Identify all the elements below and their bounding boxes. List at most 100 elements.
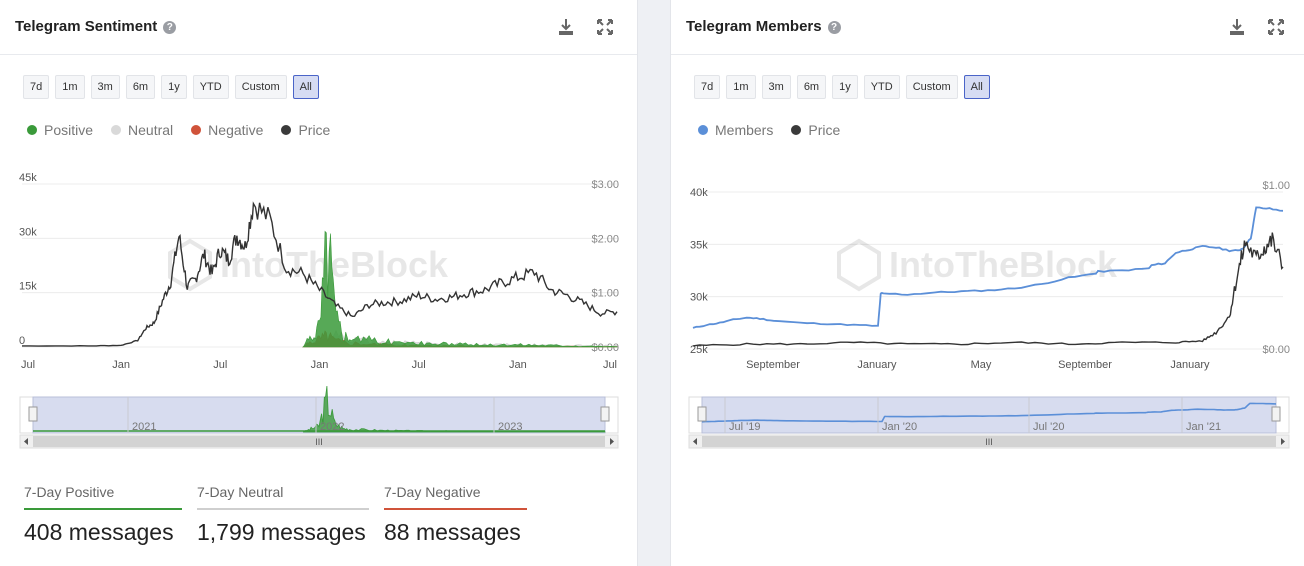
legend-item-members[interactable]: Members [698, 122, 773, 138]
x-tick-label: Jan [509, 359, 527, 371]
y-left-tick-label: 30k [19, 226, 37, 238]
telegram-members-panel: Telegram Members? 7d 1m 3m 6m 1y YTD Custom All… [670, 0, 1304, 566]
y-right-tick-label: $1.00 [591, 288, 619, 300]
legend-dot [111, 125, 122, 135]
help-icon[interactable]: ? [827, 21, 841, 34]
watermark-text: IntoTheBlock [220, 244, 449, 285]
range-button-3m[interactable]: 3m [90, 75, 120, 99]
stat-value: 88 messages [384, 519, 521, 545]
download-icon[interactable] [1227, 17, 1247, 37]
stat-value: 408 messages [24, 519, 174, 545]
watermark: IntoTheBlock [168, 238, 449, 292]
y-right-tick-label: $3.00 [591, 179, 619, 191]
range-button-1y[interactable]: 1y [832, 75, 858, 99]
download-icon[interactable] [556, 17, 576, 37]
y-left-tick-label: 25k [690, 344, 708, 356]
range-button-all[interactable]: All [963, 75, 990, 99]
legend-item-price[interactable]: Price [281, 122, 330, 138]
range-button-ytd[interactable]: YTD [192, 75, 229, 99]
x-tick-label: Jul [213, 359, 227, 371]
navigator-label: 2021 [132, 421, 156, 433]
range-button-7d[interactable]: 7d [694, 75, 721, 99]
range-button-6m[interactable]: 6m [796, 75, 827, 99]
legend-dot [27, 125, 37, 135]
legend-item-price[interactable]: Price [791, 122, 840, 138]
panel-title: Telegram Sentiment? [15, 18, 177, 35]
scroll-right-icon[interactable] [1281, 438, 1285, 445]
legend-label: Neutral [128, 122, 174, 138]
panel-title-text: Telegram Sentiment [15, 18, 158, 35]
range-button-all[interactable]: All [292, 75, 319, 99]
x-tick-label: Jul [603, 359, 617, 371]
scrollbar-grip-icon[interactable]: III [985, 437, 993, 447]
scroll-right-icon[interactable] [610, 438, 614, 445]
stat-label: 7-Day Negative [384, 484, 481, 500]
range-button-1m[interactable]: 1m [726, 75, 756, 99]
legend-item-negative[interactable]: Negative [191, 122, 263, 138]
navigator-label: Jul '19 [729, 421, 760, 433]
watermark: IntoTheBlock [837, 238, 1118, 292]
stat-underline [24, 508, 182, 510]
help-icon[interactable]: ? [163, 21, 177, 34]
y-right-tick-label: $1.00 [1262, 180, 1290, 192]
scroll-left-icon[interactable] [693, 438, 697, 445]
time-range-buttons: 7d 1m 3m 6m 1y YTD Custom All [23, 75, 319, 99]
navigator-series [701, 402, 1277, 423]
range-button-custom[interactable]: Custom [905, 75, 958, 99]
x-tick-label: January [857, 359, 897, 371]
series-price-line [22, 201, 618, 347]
legend-item-neutral[interactable]: Neutral [111, 122, 173, 138]
expand-icon[interactable] [595, 17, 615, 37]
legend-dot [281, 125, 292, 135]
scrollbar-thumb[interactable] [33, 436, 605, 447]
chart-legend: Positive Neutral Negative Price [27, 122, 330, 138]
navigator-handle[interactable] [600, 406, 610, 422]
range-button-1m[interactable]: 1m [55, 75, 85, 99]
legend-dot [791, 125, 802, 135]
y-right-tick-label: $2.00 [591, 233, 619, 245]
legend-dot [698, 125, 708, 135]
range-button-ytd[interactable]: YTD [863, 75, 900, 99]
scrollbar-grip-icon[interactable]: III [315, 437, 323, 447]
stat-value: 1,799 messages [197, 519, 366, 545]
legend-label: Price [298, 122, 331, 138]
panel-header: Telegram Members? [671, 0, 1304, 55]
time-range-buttons: 7d 1m 3m 6m 1y YTD Custom All [694, 75, 990, 99]
range-button-1y[interactable]: 1y [161, 75, 187, 99]
range-button-7d[interactable]: 7d [23, 75, 50, 99]
navigator-label: Jan '21 [1186, 421, 1221, 433]
x-tick-label: September [1058, 359, 1112, 371]
range-button-3m[interactable]: 3m [761, 75, 791, 99]
range-button-6m[interactable]: 6m [125, 75, 156, 99]
expand-icon[interactable] [1266, 17, 1286, 37]
x-tick-label: Jul [21, 359, 35, 371]
navigator-label: Jul '20 [1033, 421, 1064, 433]
stat-7-day-positive: 7-Day Positive 408 messages [24, 484, 182, 546]
scrollbar-thumb[interactable] [702, 436, 1276, 447]
x-tick-label: January [1170, 359, 1210, 371]
navigator-label: Jan '20 [882, 421, 917, 433]
scroll-left-icon[interactable] [24, 438, 28, 445]
legend-label: Positive [44, 122, 94, 138]
members-chart: 25k 30k 35k 40k $0.00 $1.00 IntoTheBlock Septem… [688, 180, 1290, 449]
x-tick-label: Jan [311, 359, 329, 371]
series-positive-area [302, 230, 618, 348]
y-left-tick-label: 0 [19, 335, 25, 347]
panel-title: Telegram Members? [686, 18, 841, 35]
navigator-handle[interactable] [697, 406, 707, 422]
navigator-handle[interactable] [1271, 406, 1281, 422]
panel-title-text: Telegram Members [686, 18, 822, 35]
x-tick-label: Jan [112, 359, 130, 371]
legend-item-positive[interactable]: Positive [27, 122, 93, 138]
navigator-handle[interactable] [28, 406, 38, 422]
stat-label: 7-Day Positive [24, 484, 115, 500]
legend-label: Price [808, 122, 841, 138]
panel-header: Telegram Sentiment? [0, 0, 637, 55]
watermark-text: IntoTheBlock [889, 244, 1118, 285]
range-button-custom[interactable]: Custom [234, 75, 287, 99]
y-left-tick-label: 30k [690, 292, 708, 304]
telegram-sentiment-panel: Telegram Sentiment? 7d 1m 3m 6m 1y YTD Custom A… [0, 0, 638, 566]
x-tick-label: September [746, 359, 800, 371]
legend-label: Negative [208, 122, 264, 138]
navigator-label: 2022 [320, 421, 344, 433]
